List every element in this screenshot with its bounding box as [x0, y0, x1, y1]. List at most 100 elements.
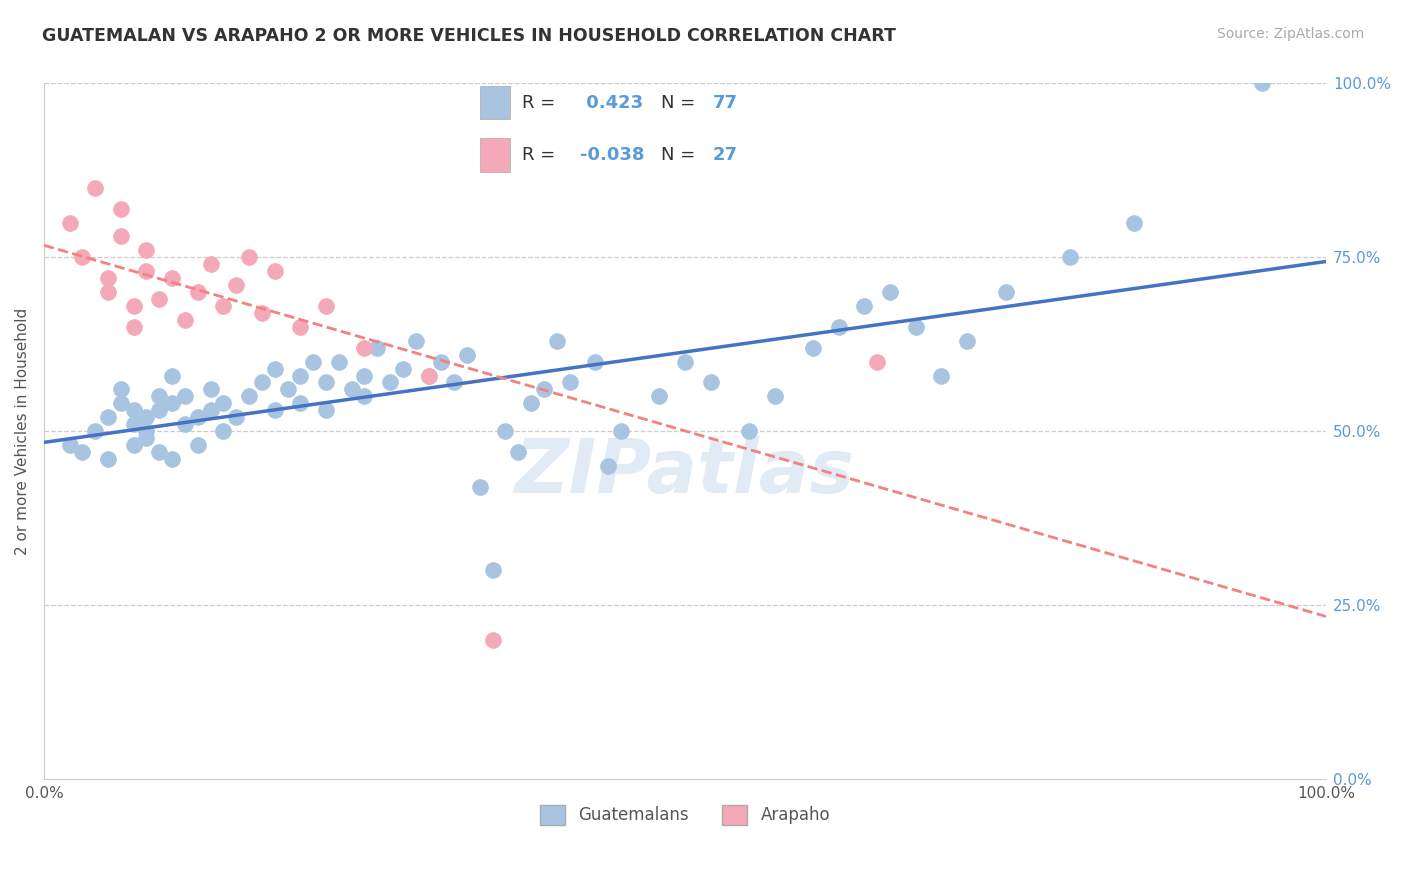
- Point: [302, 354, 325, 368]
- Text: ZIPatlas: ZIPatlas: [515, 436, 855, 509]
- Point: [353, 341, 375, 355]
- Point: [148, 389, 170, 403]
- Point: [315, 299, 337, 313]
- Point: [994, 285, 1017, 299]
- Point: [290, 396, 312, 410]
- Point: [135, 410, 157, 425]
- Point: [430, 354, 453, 368]
- FancyBboxPatch shape: [479, 138, 510, 171]
- Point: [174, 389, 197, 403]
- Text: 27: 27: [713, 146, 738, 164]
- Point: [405, 334, 427, 348]
- Point: [135, 264, 157, 278]
- Point: [225, 410, 247, 425]
- Text: R =: R =: [523, 94, 561, 112]
- Text: GUATEMALAN VS ARAPAHO 2 OR MORE VEHICLES IN HOUSEHOLD CORRELATION CHART: GUATEMALAN VS ARAPAHO 2 OR MORE VEHICLES…: [42, 27, 896, 45]
- Point: [84, 424, 107, 438]
- Point: [328, 354, 350, 368]
- Point: [110, 202, 132, 216]
- Point: [110, 383, 132, 397]
- Point: [174, 313, 197, 327]
- Point: [290, 368, 312, 383]
- Point: [495, 424, 517, 438]
- Point: [315, 403, 337, 417]
- Point: [340, 383, 363, 397]
- Point: [263, 361, 285, 376]
- Point: [1059, 250, 1081, 264]
- Point: [187, 285, 209, 299]
- Point: [558, 376, 581, 390]
- Point: [533, 383, 555, 397]
- Point: [418, 368, 440, 383]
- Point: [879, 285, 901, 299]
- Text: R =: R =: [523, 146, 561, 164]
- Point: [763, 389, 786, 403]
- Point: [97, 410, 120, 425]
- Point: [853, 299, 876, 313]
- Point: [160, 271, 183, 285]
- Point: [801, 341, 824, 355]
- Point: [378, 376, 401, 390]
- Point: [1251, 77, 1274, 91]
- Point: [122, 417, 145, 432]
- Text: N =: N =: [661, 146, 702, 164]
- Point: [84, 180, 107, 194]
- Point: [366, 341, 388, 355]
- Point: [148, 403, 170, 417]
- Point: [699, 376, 721, 390]
- Point: [481, 563, 503, 577]
- Point: [212, 424, 235, 438]
- Point: [148, 292, 170, 306]
- Point: [148, 445, 170, 459]
- Point: [122, 319, 145, 334]
- Text: 0.423: 0.423: [579, 94, 643, 112]
- Point: [72, 250, 94, 264]
- Point: [122, 299, 145, 313]
- Point: [122, 438, 145, 452]
- Point: [200, 403, 222, 417]
- Point: [225, 278, 247, 293]
- Point: [418, 368, 440, 383]
- Point: [250, 306, 273, 320]
- Point: [160, 368, 183, 383]
- Text: N =: N =: [661, 94, 702, 112]
- Point: [546, 334, 568, 348]
- Point: [122, 403, 145, 417]
- Point: [290, 319, 312, 334]
- Point: [315, 376, 337, 390]
- Point: [187, 410, 209, 425]
- Text: 77: 77: [713, 94, 738, 112]
- Point: [97, 285, 120, 299]
- Point: [931, 368, 953, 383]
- Point: [481, 632, 503, 647]
- FancyBboxPatch shape: [479, 86, 510, 120]
- Point: [135, 424, 157, 438]
- Point: [58, 215, 80, 229]
- Point: [956, 334, 979, 348]
- Point: [904, 319, 927, 334]
- Point: [866, 354, 889, 368]
- Point: [250, 376, 273, 390]
- Point: [58, 438, 80, 452]
- Point: [648, 389, 671, 403]
- Point: [97, 452, 120, 467]
- Y-axis label: 2 or more Vehicles in Household: 2 or more Vehicles in Household: [15, 308, 30, 555]
- Point: [212, 299, 235, 313]
- Point: [353, 368, 375, 383]
- Point: [135, 431, 157, 445]
- Point: [174, 417, 197, 432]
- Point: [610, 424, 633, 438]
- Text: -0.038: -0.038: [579, 146, 644, 164]
- Point: [212, 396, 235, 410]
- Point: [97, 271, 120, 285]
- Point: [200, 383, 222, 397]
- Point: [263, 403, 285, 417]
- Point: [110, 229, 132, 244]
- Point: [135, 244, 157, 258]
- Point: [828, 319, 851, 334]
- Point: [1122, 215, 1144, 229]
- Point: [110, 396, 132, 410]
- Point: [238, 250, 260, 264]
- Point: [353, 389, 375, 403]
- Point: [596, 458, 619, 473]
